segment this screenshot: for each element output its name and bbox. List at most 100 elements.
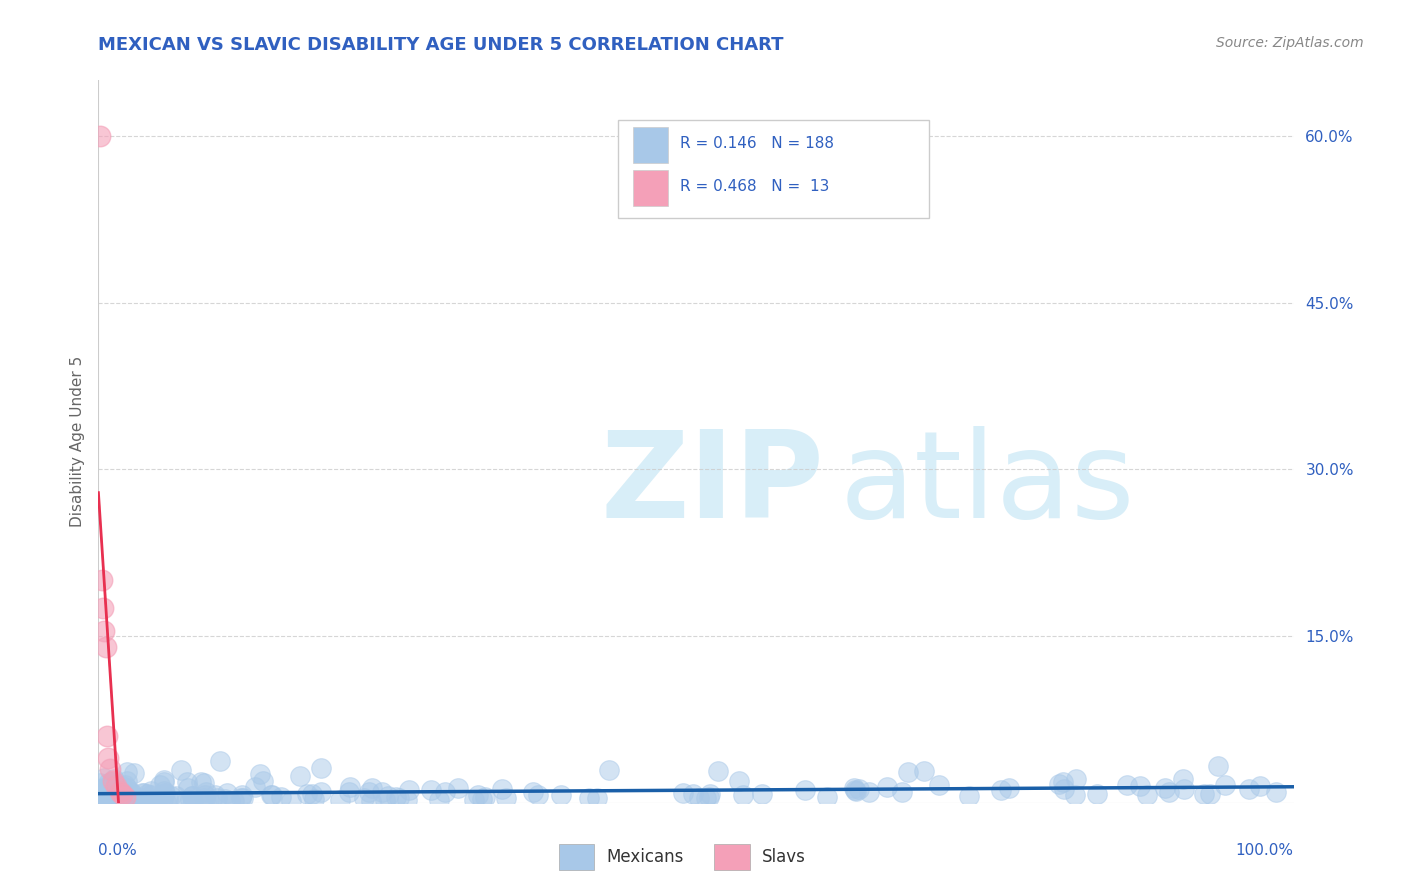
Point xyxy=(398,783,420,797)
Point xyxy=(1064,772,1087,787)
Point xyxy=(890,785,912,799)
Point xyxy=(205,790,228,805)
Point xyxy=(231,788,253,802)
Point xyxy=(912,764,935,779)
Point xyxy=(91,601,114,615)
Point xyxy=(114,790,136,805)
Text: R = 0.146   N = 188: R = 0.146 N = 188 xyxy=(681,136,834,152)
Point xyxy=(527,789,550,803)
Point xyxy=(91,786,114,800)
Point xyxy=(1265,785,1288,799)
Point xyxy=(125,792,148,806)
Point xyxy=(731,788,754,802)
Point xyxy=(353,791,375,805)
Point xyxy=(395,792,418,806)
Point xyxy=(152,792,174,806)
Point xyxy=(131,794,153,808)
Point xyxy=(143,792,166,806)
Point xyxy=(193,790,215,805)
Point xyxy=(1192,787,1215,801)
Point xyxy=(208,754,231,768)
Point xyxy=(101,779,124,793)
Point xyxy=(727,773,749,788)
Point xyxy=(112,789,135,803)
Text: atlas: atlas xyxy=(839,426,1135,543)
Point xyxy=(96,791,118,805)
Point xyxy=(134,786,156,800)
Point xyxy=(153,775,176,789)
Point xyxy=(371,785,394,799)
Point xyxy=(195,785,218,799)
Point xyxy=(181,789,204,803)
Point xyxy=(152,773,174,788)
Point xyxy=(139,784,162,798)
Point xyxy=(122,766,145,780)
Point xyxy=(260,789,283,803)
Point xyxy=(101,773,124,788)
Point xyxy=(155,795,177,809)
Y-axis label: Disability Age Under 5: Disability Age Under 5 xyxy=(69,356,84,527)
Point xyxy=(699,787,721,801)
Point xyxy=(120,791,142,805)
Point xyxy=(94,640,117,655)
Point xyxy=(143,792,166,806)
Point xyxy=(1198,787,1220,801)
Point xyxy=(155,786,177,800)
FancyBboxPatch shape xyxy=(619,120,929,218)
Point xyxy=(1053,781,1076,796)
Point xyxy=(100,775,122,789)
Point xyxy=(141,788,163,802)
Point xyxy=(474,790,496,805)
Point xyxy=(89,128,111,143)
Point xyxy=(91,780,114,795)
FancyBboxPatch shape xyxy=(714,844,749,870)
Point xyxy=(89,776,111,790)
Point xyxy=(91,574,114,588)
Point xyxy=(957,789,980,803)
Point xyxy=(96,729,118,743)
Point xyxy=(114,794,136,808)
Point xyxy=(96,785,118,799)
Point xyxy=(108,785,131,799)
Point xyxy=(114,787,136,801)
Point xyxy=(194,793,217,807)
Point xyxy=(842,781,865,796)
Point xyxy=(232,791,254,805)
Point xyxy=(114,778,136,792)
Point xyxy=(97,751,120,765)
Point xyxy=(115,773,138,788)
Point xyxy=(136,787,159,801)
Point xyxy=(1085,787,1108,801)
Point xyxy=(153,784,176,798)
Point xyxy=(1154,781,1177,796)
Point xyxy=(1136,788,1159,802)
Point xyxy=(97,776,120,790)
Text: Mexicans: Mexicans xyxy=(606,848,683,866)
Point xyxy=(111,779,134,793)
Point xyxy=(101,796,124,810)
Text: 100.0%: 100.0% xyxy=(1236,843,1294,857)
Point xyxy=(146,791,169,805)
Point xyxy=(87,787,110,801)
Point xyxy=(193,776,215,790)
Point xyxy=(928,778,950,792)
Point xyxy=(433,784,456,798)
Point xyxy=(420,782,443,797)
Point xyxy=(360,780,382,795)
Point xyxy=(374,793,396,807)
Point xyxy=(339,780,361,795)
Point xyxy=(96,789,118,803)
Point xyxy=(243,780,266,795)
Point xyxy=(197,793,219,807)
Point xyxy=(388,791,411,805)
Point xyxy=(91,792,114,806)
Point xyxy=(815,789,838,804)
Point xyxy=(111,787,134,801)
Point xyxy=(93,772,115,786)
Point xyxy=(96,785,118,799)
Point xyxy=(181,789,204,803)
FancyBboxPatch shape xyxy=(633,127,668,163)
Point xyxy=(193,788,215,802)
Point xyxy=(121,789,143,803)
Point xyxy=(94,796,117,810)
